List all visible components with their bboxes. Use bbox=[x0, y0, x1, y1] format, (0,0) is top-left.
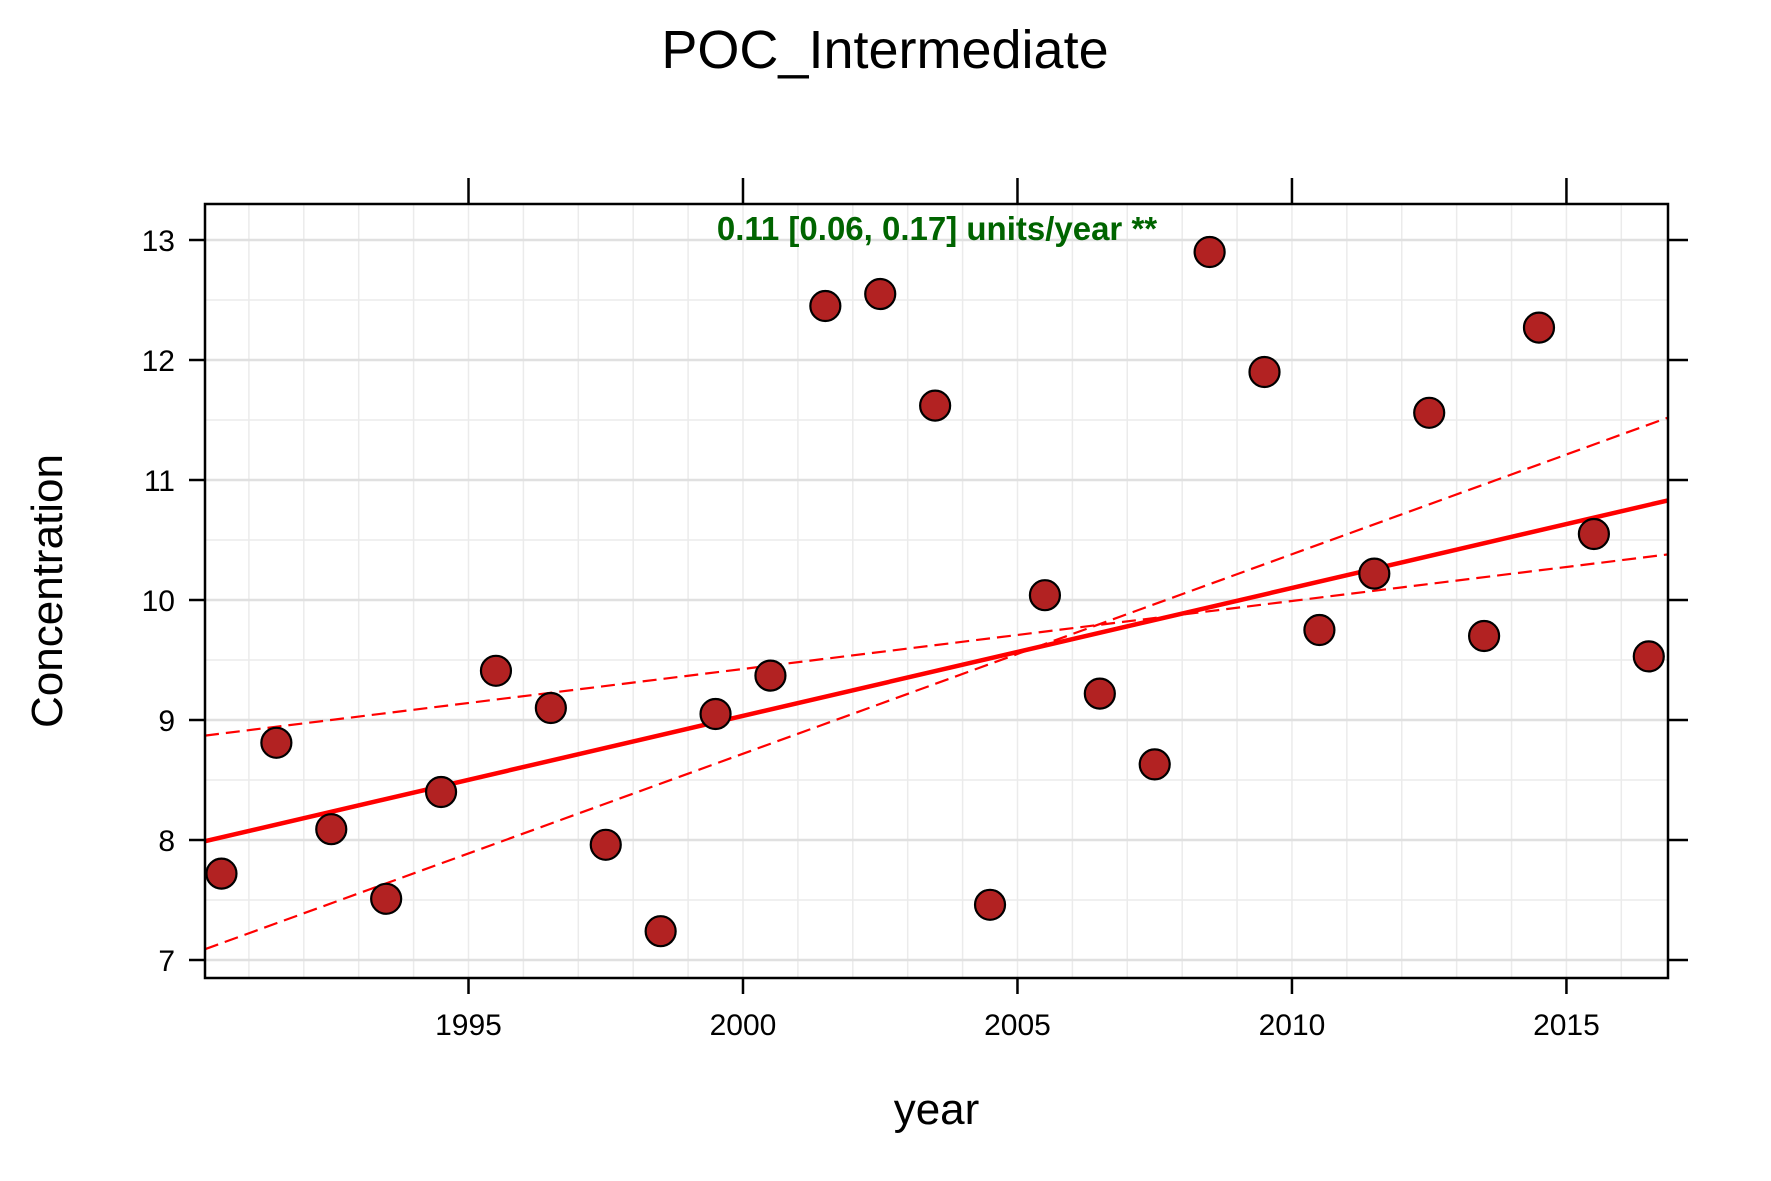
data-point bbox=[1522, 311, 1556, 344]
data-point bbox=[644, 915, 677, 948]
y-tick-label: 10 bbox=[142, 585, 175, 618]
trend-line bbox=[204, 498, 1669, 844]
x-axis-title: year bbox=[894, 1085, 980, 1134]
trend-lines bbox=[204, 416, 1669, 951]
trend-annotation: 0.11 [0.06, 0.17] units/year ** bbox=[717, 210, 1157, 247]
data-point bbox=[864, 277, 897, 311]
data-point bbox=[479, 654, 513, 687]
data-point bbox=[315, 813, 348, 846]
data-point bbox=[1248, 355, 1281, 389]
trend-ci-line bbox=[204, 416, 1669, 951]
data-point bbox=[699, 697, 732, 731]
axis-ticks: 1995 2000 2005 2010 2015 7 8 9 10 11 12 13 bbox=[142, 178, 1688, 1042]
data-point bbox=[1193, 235, 1226, 269]
data-point bbox=[754, 659, 787, 692]
x-tick-label: 1995 bbox=[435, 1009, 502, 1042]
data-point bbox=[1632, 640, 1665, 673]
data-point bbox=[1358, 557, 1391, 590]
data-point bbox=[260, 726, 293, 759]
y-tick-label: 11 bbox=[144, 465, 175, 498]
data-point bbox=[370, 882, 403, 915]
x-tick-label: 2005 bbox=[984, 1009, 1051, 1042]
data-point bbox=[1413, 396, 1446, 429]
data-point bbox=[1303, 613, 1336, 647]
data-point bbox=[809, 289, 842, 323]
data-points bbox=[205, 235, 1665, 948]
data-point bbox=[1028, 579, 1062, 612]
data-point bbox=[589, 828, 622, 861]
y-axis-title: Concentration bbox=[23, 454, 72, 728]
data-point bbox=[919, 389, 952, 422]
y-tick-label: 13 bbox=[142, 225, 175, 258]
data-point bbox=[1577, 517, 1610, 551]
plot-panel bbox=[203, 202, 1670, 980]
data-point bbox=[424, 775, 458, 809]
y-tick-label: 8 bbox=[158, 825, 175, 858]
data-point bbox=[1083, 677, 1116, 710]
data-point bbox=[973, 888, 1007, 921]
data-point bbox=[205, 857, 238, 890]
x-tick-label: 2015 bbox=[1533, 1009, 1600, 1042]
x-tick-label: 2010 bbox=[1259, 1009, 1326, 1042]
data-point bbox=[534, 691, 567, 725]
chart-title: POC_Intermediate bbox=[661, 20, 1108, 80]
data-point bbox=[1467, 619, 1501, 653]
trend-ci-line bbox=[204, 553, 1669, 737]
y-tick-label: 12 bbox=[142, 345, 175, 378]
y-tick-label: 9 bbox=[158, 705, 175, 738]
data-point bbox=[1138, 748, 1171, 781]
x-tick-label: 2000 bbox=[710, 1009, 777, 1042]
y-tick-label: 7 bbox=[158, 945, 175, 978]
grid bbox=[205, 204, 1668, 978]
